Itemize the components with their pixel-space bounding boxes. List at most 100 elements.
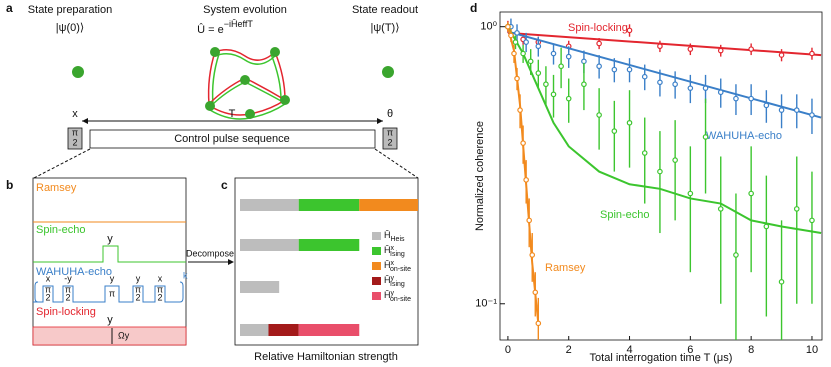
lock-field: [32, 326, 187, 346]
data-point: [778, 279, 785, 285]
data-point: [657, 43, 663, 50]
x-axis-label: Total interrogation time T (μs): [590, 352, 733, 364]
pulse: [67, 127, 83, 150]
legend-sup: x: [391, 260, 395, 267]
legend-base: Ĥ: [384, 275, 391, 285]
data-point: [641, 150, 648, 156]
data-point: [565, 95, 572, 102]
series-label: Spin-echo: [600, 209, 650, 221]
data-point: [527, 58, 534, 65]
legend-entry: Ĥx Ising: [384, 245, 405, 258]
strength-segment: [240, 281, 280, 293]
arrow-head: [228, 259, 234, 265]
legend-entry: ĤHeis: [384, 230, 405, 242]
legend-swatch: [372, 277, 381, 285]
axis-label: Relative Hamiltonian strength: [254, 351, 398, 363]
spin-icon: [72, 66, 84, 78]
series: [507, 18, 822, 134]
panel-b: b Ramsey Spin-echo y WAHUHA-echo xπ2-yπ2…: [6, 177, 188, 346]
data-point: [532, 289, 539, 296]
pulse-axis: y: [107, 314, 113, 326]
pulse-den: 2: [65, 292, 70, 302]
legend-sub: Ising: [390, 251, 405, 258]
data-point: [505, 23, 511, 30]
x-tick-label: 2: [566, 344, 572, 356]
pulse-den: 2: [157, 292, 162, 302]
legend-sup: x: [391, 245, 395, 252]
state: |ψ(0)⟩: [56, 22, 84, 34]
data-point: [596, 40, 602, 47]
legend-base: Ĥ: [384, 290, 391, 300]
pulse-den: 2: [72, 137, 77, 147]
x-tick-label: 10: [806, 344, 818, 356]
data-point: [641, 73, 648, 80]
legend-swatch: [372, 232, 381, 240]
pulse-axis: y: [107, 233, 113, 245]
data-point: [763, 102, 770, 109]
data-point: [511, 50, 517, 57]
state: |ψ(T)⟩: [370, 22, 399, 34]
data-point: [793, 206, 800, 212]
spin-cluster: [205, 47, 290, 120]
legend-entry: Ĥy on-site: [384, 290, 411, 303]
pulse-num: π: [109, 288, 115, 298]
pulse-axis: y: [110, 273, 115, 283]
data-point: [657, 168, 663, 175]
zoom-line: [33, 148, 91, 179]
data-point: [565, 53, 572, 60]
data-point: [596, 63, 602, 70]
x-tick-label: 8: [748, 344, 754, 356]
data-point: [687, 46, 694, 52]
pulse-axis: -y: [64, 273, 72, 283]
x-tick-label: 4: [626, 344, 632, 356]
series: [505, 21, 542, 340]
pulse-num: π: [135, 284, 141, 294]
legend-swatch: [372, 262, 381, 270]
y-tick-label: 10⁰: [480, 21, 497, 33]
pulse-axis: x: [46, 273, 51, 283]
data-point: [514, 75, 520, 82]
legend-entry: Ĥx on-site: [384, 260, 411, 273]
data-point: [687, 190, 694, 197]
series-label: Ramsey: [545, 262, 586, 274]
legend-base: Ĥ: [384, 230, 391, 240]
data-point: [514, 30, 520, 36]
data-point: [809, 217, 815, 224]
evolution-base: Û = e: [197, 23, 224, 36]
sequence-box: [89, 129, 376, 149]
fit-line: [507, 26, 822, 235]
data-point: [520, 140, 526, 146]
sequence-name: Spin-locking: [36, 306, 96, 318]
legend-sub: on-site: [390, 296, 411, 303]
data-point: [733, 252, 739, 258]
pulse-den: 2: [387, 137, 392, 147]
data-point: [809, 112, 815, 118]
echo-sequence: [33, 245, 186, 263]
data-point: [523, 177, 529, 183]
data-point: [523, 39, 529, 45]
panel-label: a: [6, 1, 13, 15]
data-point: [717, 89, 724, 96]
legend-sup: y: [391, 290, 395, 297]
data-point: [535, 70, 542, 76]
pulse-axis: x: [72, 108, 78, 120]
pulse-num: π: [45, 284, 51, 294]
data-point: [535, 320, 542, 327]
y-tick-label: 10⁻¹: [475, 298, 497, 310]
legend-base: Ĥ: [384, 260, 391, 270]
pulse-axis: y: [136, 273, 141, 283]
data-point: [550, 91, 557, 98]
pulse-axis: θ: [387, 108, 393, 120]
data-point: [611, 66, 618, 73]
sequence-name: WAHUHA-echo: [36, 266, 112, 278]
legend-sub: Ising: [390, 281, 405, 288]
wahuha-line: [33, 285, 180, 303]
legend-sub: on-site: [390, 266, 411, 273]
data-point: [687, 85, 694, 91]
panel-d: d 0 2 4 6 8 10 10⁻¹ 10⁰ Total interrogation time …: [470, 1, 823, 364]
sequence: Control pulse sequence: [174, 133, 290, 145]
fit-line: [506, 26, 540, 324]
strength-segment: [240, 199, 299, 211]
